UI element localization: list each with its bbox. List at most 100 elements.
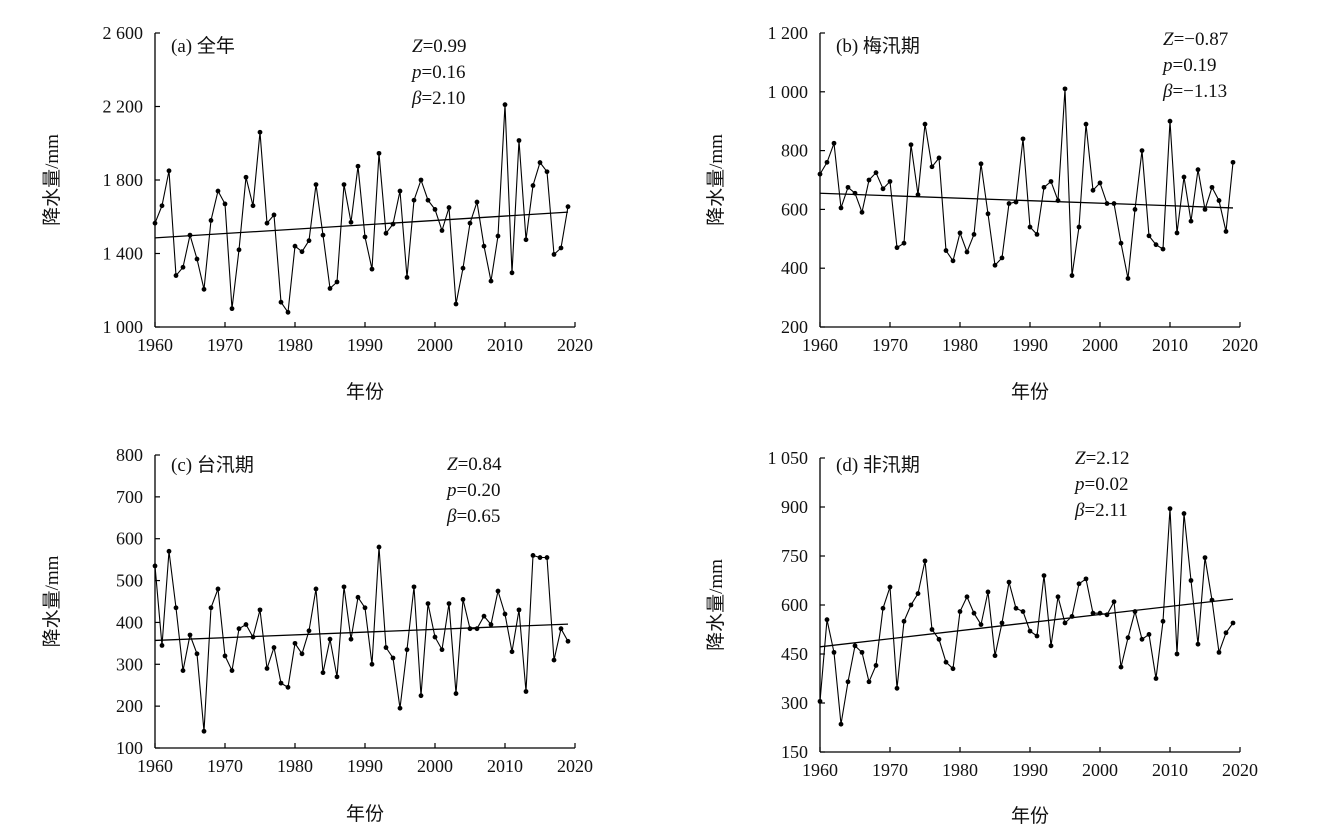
stat-label: β=0.65 — [446, 506, 500, 527]
panel-title: (b) 梅汛期 — [836, 35, 920, 57]
x-tick-label: 1980 — [942, 335, 978, 355]
y-axis-label: 降水量/mm — [41, 555, 63, 647]
data-point — [152, 563, 158, 569]
x-tick-label: 1970 — [207, 335, 243, 355]
y-tick-label: 800 — [781, 141, 808, 161]
data-point — [985, 589, 991, 595]
data-point — [1055, 594, 1061, 600]
x-tick-label: 2010 — [1152, 760, 1188, 780]
y-tick-label: 1 800 — [103, 170, 144, 190]
x-tick-label: 1970 — [872, 760, 908, 780]
x-tick-label: 2020 — [1222, 760, 1258, 780]
data-point — [936, 155, 942, 161]
data-point — [887, 584, 893, 590]
data-point — [432, 634, 438, 640]
data-point — [299, 249, 305, 255]
data-point — [838, 205, 844, 211]
data-point — [1006, 201, 1012, 206]
data-point — [1111, 201, 1117, 206]
data-point — [1076, 224, 1082, 230]
data-point — [292, 243, 298, 249]
data-point — [222, 653, 228, 659]
data-point — [544, 555, 550, 560]
data-point — [978, 161, 984, 167]
data-point — [1230, 159, 1236, 165]
data-point — [845, 679, 851, 685]
y-axis-label: 降水量/mm — [705, 559, 727, 651]
data-point — [243, 622, 249, 627]
stat-label: Z=2.12 — [1075, 448, 1130, 469]
data-point — [341, 182, 347, 187]
x-tick-label: 1980 — [277, 335, 313, 355]
data-point — [425, 601, 431, 606]
x-axis-label: 年份 — [346, 381, 384, 403]
data-point — [992, 653, 998, 659]
data-point — [817, 698, 823, 704]
data-point — [1034, 633, 1040, 639]
data-point — [1146, 632, 1152, 637]
data-point — [1167, 118, 1173, 124]
y-tick-label: 2 600 — [103, 23, 144, 43]
x-tick-label: 2020 — [557, 335, 593, 355]
data-point — [243, 174, 249, 180]
x-tick-label: 1980 — [942, 760, 978, 780]
stat-label: β=2.11 — [1074, 500, 1128, 521]
data-point — [390, 221, 396, 227]
data-point — [180, 264, 186, 270]
data-point — [257, 129, 263, 135]
data-point — [306, 238, 312, 244]
data-point — [1097, 610, 1103, 616]
data-point — [1195, 167, 1201, 173]
data-point — [1076, 581, 1082, 587]
y-tick-label: 2 200 — [103, 97, 144, 117]
data-point — [376, 544, 382, 550]
data-point — [250, 634, 256, 640]
stat-label: p=0.20 — [445, 480, 500, 501]
data-point — [544, 169, 550, 175]
data-point — [383, 230, 389, 236]
stat-label: Z=0.84 — [447, 454, 502, 475]
data-point — [180, 668, 186, 673]
data-point — [446, 601, 452, 606]
data-point — [474, 626, 480, 632]
x-tick-label: 2000 — [1082, 335, 1118, 355]
data-point — [1118, 664, 1124, 670]
data-point — [523, 237, 529, 243]
data-point — [957, 609, 963, 614]
data-point — [1069, 273, 1075, 278]
data-point — [1055, 198, 1061, 203]
data-point — [537, 160, 543, 165]
data-point — [992, 262, 998, 268]
data-point — [929, 627, 935, 632]
data-point — [1202, 555, 1208, 561]
data-point — [334, 279, 340, 285]
data-point — [369, 661, 375, 667]
data-point — [320, 232, 326, 238]
data-point — [229, 668, 235, 673]
x-tick-label: 1990 — [1012, 760, 1048, 780]
data-point — [852, 643, 858, 649]
data-point — [404, 647, 410, 653]
series-line — [154, 547, 569, 732]
data-point — [1181, 511, 1187, 516]
panel-c: 1960 1970 1980 1990 2000 2010 2020 100 200 300 400… — [41, 445, 593, 825]
data-point — [355, 163, 361, 169]
data-point — [306, 628, 312, 634]
data-point — [929, 164, 935, 170]
data-point — [852, 190, 858, 196]
data-point — [383, 645, 389, 650]
data-point — [1027, 224, 1033, 230]
data-point — [859, 649, 865, 655]
data-point — [922, 558, 928, 564]
trend-line — [154, 623, 569, 642]
x-tick-label: 2020 — [1222, 335, 1258, 355]
data-point — [327, 286, 333, 291]
data-point — [264, 666, 270, 671]
x-tick-label: 1990 — [347, 756, 383, 776]
data-point — [1195, 641, 1201, 647]
data-point — [453, 691, 459, 696]
data-point — [229, 306, 235, 312]
data-point — [1125, 635, 1131, 641]
data-point — [1104, 201, 1110, 206]
